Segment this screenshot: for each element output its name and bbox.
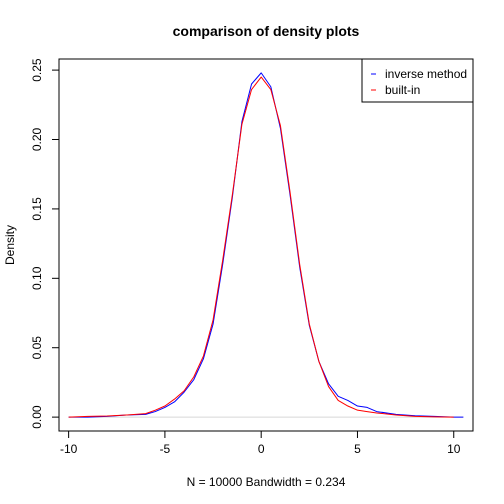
chart-title: comparison of density plots bbox=[173, 23, 360, 39]
x-tick-label: -5 bbox=[160, 442, 171, 456]
legend: inverse method built-in bbox=[361, 58, 474, 103]
y-tick-label: 0.10 bbox=[30, 266, 44, 290]
x-tick-label: -10 bbox=[60, 442, 78, 456]
x-tick-label: 0 bbox=[258, 442, 265, 456]
x-axis-label: N = 10000 Bandwidth = 0.234 bbox=[187, 475, 346, 489]
y-tick-label: 0.25 bbox=[30, 58, 44, 82]
y-tick-label: 0.00 bbox=[30, 405, 44, 429]
legend-label-inverse-method: inverse method bbox=[385, 67, 467, 81]
x-tick-label: 5 bbox=[354, 442, 361, 456]
y-axis: 0.00 0.05 0.10 0.15 0.20 0.25 bbox=[30, 58, 60, 429]
y-axis-label: Density bbox=[3, 225, 17, 265]
y-tick-label: 0.20 bbox=[30, 128, 44, 152]
y-tick-label: 0.15 bbox=[30, 197, 44, 221]
legend-label-built-in: built-in bbox=[385, 83, 420, 97]
series-line-inverse-method bbox=[68, 72, 464, 418]
x-axis: -10 -5 0 5 10 bbox=[60, 430, 461, 456]
plot-frame bbox=[58, 58, 474, 432]
series-line-built-in bbox=[68, 76, 454, 418]
legend-box bbox=[361, 58, 474, 103]
series-group bbox=[68, 72, 464, 418]
y-tick-label: 0.05 bbox=[30, 336, 44, 360]
x-tick-label: 10 bbox=[447, 442, 461, 456]
